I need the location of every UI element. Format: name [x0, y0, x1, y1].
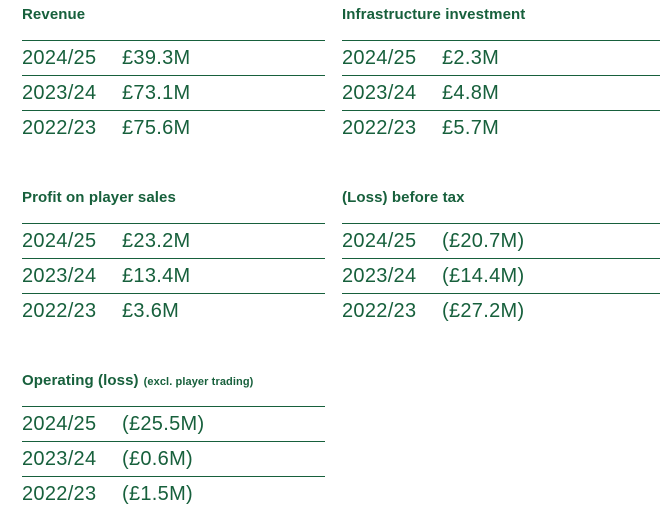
stat-year: 2023/24	[342, 82, 417, 104]
stat-year: 2022/23	[22, 117, 97, 139]
stat-year: 2024/25	[342, 230, 417, 252]
stat-year: 2022/23	[22, 483, 97, 505]
stat-year: 2023/24	[22, 265, 97, 287]
section-profit-player-sales: Profit on player sales 2024/25 £23.2M 20…	[22, 189, 325, 328]
stat-value: £23.2M	[122, 230, 191, 252]
stat-value: (£25.5M)	[122, 413, 205, 435]
stat-row: 2022/23 (£27.2M)	[342, 293, 660, 328]
stat-value: £13.4M	[122, 265, 191, 287]
stat-year: 2024/25	[22, 230, 97, 252]
section-title-text: (Loss) before tax	[342, 189, 465, 206]
stat-rows: 2024/25 £2.3M 2023/24 £4.8M 2022/23 £5.7…	[342, 40, 660, 145]
stat-row: 2024/25 £2.3M	[342, 40, 660, 75]
stat-value: (£0.6M)	[122, 448, 194, 470]
section-title-text: Revenue	[22, 6, 86, 23]
stat-rows: 2024/25 (£25.5M) 2023/24 (£0.6M) 2022/23…	[22, 406, 325, 511]
stat-value: (£27.2M)	[442, 300, 525, 322]
stat-row: 2023/24 (£14.4M)	[342, 258, 660, 293]
stat-year: 2023/24	[342, 265, 417, 287]
stat-rows: 2024/25 £39.3M 2023/24 £73.1M 2022/23 £7…	[22, 40, 325, 145]
section-title-text: Infrastructure investment	[342, 6, 526, 23]
stat-row: 2024/25 £23.2M	[22, 223, 325, 258]
stat-year: 2024/25	[22, 413, 97, 435]
section-title-operating-loss: Operating (loss) (excl. player trading)	[22, 372, 325, 389]
stat-value: £75.6M	[122, 117, 191, 139]
stat-row: 2023/24 £13.4M	[22, 258, 325, 293]
stat-row: 2024/25 £39.3M	[22, 40, 325, 75]
stat-row: 2022/23 £75.6M	[22, 110, 325, 145]
stat-value: £73.1M	[122, 82, 191, 104]
stat-year: 2024/25	[22, 47, 97, 69]
stat-row: 2024/25 (£25.5M)	[22, 406, 325, 441]
stat-value: (£1.5M)	[122, 483, 194, 505]
stat-value: £5.7M	[442, 117, 500, 139]
section-title-profit-player-sales: Profit on player sales	[22, 189, 325, 206]
stat-row: 2022/23 £3.6M	[22, 293, 325, 328]
stat-row: 2022/23 (£1.5M)	[22, 476, 325, 511]
stat-value: (£20.7M)	[442, 230, 525, 252]
section-title-infrastructure: Infrastructure investment	[342, 6, 660, 23]
stat-value: £3.6M	[122, 300, 180, 322]
stat-year: 2022/23	[342, 117, 417, 139]
stat-row: 2024/25 (£20.7M)	[342, 223, 660, 258]
stat-value: £4.8M	[442, 82, 500, 104]
section-title-text: Operating (loss)	[22, 372, 139, 389]
stat-year: 2022/23	[342, 300, 417, 322]
stat-year: 2023/24	[22, 82, 97, 104]
section-title-revenue: Revenue	[22, 6, 325, 23]
stat-row: 2023/24 (£0.6M)	[22, 441, 325, 476]
stat-row: 2022/23 £5.7M	[342, 110, 660, 145]
stat-value: (£14.4M)	[442, 265, 525, 287]
section-loss-before-tax: (Loss) before tax 2024/25 (£20.7M) 2023/…	[342, 189, 660, 328]
section-infrastructure-investment: Infrastructure investment 2024/25 £2.3M …	[342, 6, 660, 145]
stat-row: 2023/24 £73.1M	[22, 75, 325, 110]
stat-year: 2022/23	[22, 300, 97, 322]
stat-row: 2023/24 £4.8M	[342, 75, 660, 110]
section-title-loss-before-tax: (Loss) before tax	[342, 189, 660, 206]
stat-year: 2024/25	[342, 47, 417, 69]
stat-value: £39.3M	[122, 47, 191, 69]
section-operating-loss: Operating (loss) (excl. player trading) 2…	[22, 372, 325, 511]
stat-rows: 2024/25 £23.2M 2023/24 £13.4M 2022/23 £3…	[22, 223, 325, 328]
section-title-text: Profit on player sales	[22, 189, 176, 206]
stat-year: 2023/24	[22, 448, 97, 470]
section-title-suffix: (excl. player trading)	[143, 376, 254, 388]
stat-rows: 2024/25 (£20.7M) 2023/24 (£14.4M) 2022/2…	[342, 223, 660, 328]
section-revenue: Revenue 2024/25 £39.3M 2023/24 £73.1M 20…	[22, 6, 325, 145]
stat-value: £2.3M	[442, 47, 500, 69]
